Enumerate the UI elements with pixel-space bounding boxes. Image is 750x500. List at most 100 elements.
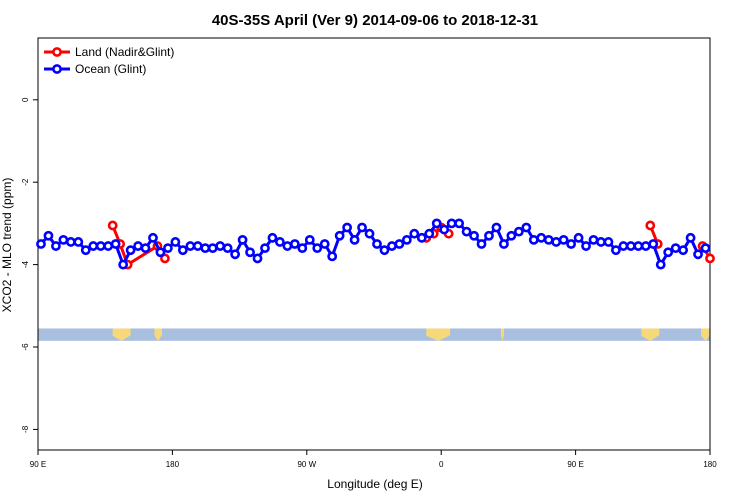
ocean-data-point [163,243,173,254]
ocean-data-point [51,241,61,251]
ocean-data-point [282,241,293,251]
ocean-data-point [222,243,233,254]
ocean-data-point [125,245,136,256]
ocean-data-point [513,226,524,237]
legend-marker-ocean [52,64,62,74]
land-patch [154,328,162,341]
x-tick-label: 180 [166,460,180,469]
ocean-data-point [207,243,218,254]
ocean-data-point [289,239,300,249]
ocean-data-point [655,259,666,270]
ocean-data-point [88,241,99,251]
ocean-data-point [215,241,226,251]
y-axis-label: XCO2 - MLO trend (ppm) [0,178,14,313]
ocean-data-point [648,239,659,249]
y-tick-label: 0 [21,97,30,102]
legend-label-land: Land (Nadir&Glint) [75,45,174,59]
y-tick-label: -2 [21,178,30,186]
legend: Land (Nadir&Glint) Ocean (Glint) [44,45,174,76]
ocean-data-point [245,247,255,258]
ocean-data-point [581,241,591,251]
ocean-data-point [394,239,405,249]
x-axis-label: Longitude (deg E) [327,477,422,491]
ocean-data-point [416,232,427,243]
ocean-data-point [625,241,636,251]
ocean-data-point [364,228,375,239]
chart-title: 40S-35S April (Ver 9) 2014-09-06 to 2018… [212,12,538,29]
ocean-data-point [588,234,599,245]
ocean-data-point [506,230,517,241]
ocean-data-point [237,234,248,245]
ocean-data-point [327,251,338,262]
x-tick-label: 90 E [567,460,583,469]
ocean-data-point [357,222,367,233]
ocean-data-point [685,232,696,243]
ocean-data-point [431,218,442,229]
land-data-point [645,220,656,231]
ocean-data-point [461,226,472,237]
ocean-data-point [700,243,711,254]
ocean-data-point [170,237,181,247]
ocean-data-point [43,230,54,241]
ocean-data-point [476,239,487,249]
ocean-data-point [401,234,412,245]
ocean-data-point [260,243,270,254]
ocean-data-point [349,234,360,245]
ocean-data-point [528,234,539,245]
land-data-point [107,220,118,231]
ocean-data-point [678,245,689,256]
ocean-data-point [148,232,158,243]
ocean-data-point [454,218,465,229]
ocean-data-point [372,239,382,249]
land-patch [112,328,131,341]
ocean-data-point [36,239,46,249]
ocean-data-point [200,243,211,254]
y-tick-label: -6 [21,343,30,351]
ocean-data-point [103,241,114,251]
ocean-data-point [484,230,494,241]
ocean-data-point [110,239,121,249]
ocean-data-point [536,232,547,243]
ocean-data-point [573,232,584,243]
ocean-data-point [73,237,84,247]
ocean-data-point [558,234,569,245]
ocean-data-point [543,234,554,245]
ocean-data-point [633,241,644,251]
ocean-data-point [663,247,674,258]
ocean-data-point [155,247,166,258]
ocean-data-point [611,245,621,256]
legend-marker-land [52,47,62,57]
ocean-data-point [409,228,420,239]
ocean-data-point [521,222,532,233]
ocean-data-point [499,239,509,249]
ocean-data-point [439,224,450,235]
ocean-data-point [596,237,606,247]
x-tick-label: 90 W [297,460,316,469]
ocean-data-point [424,228,435,239]
plot-area: 90 E 180 90 W 0 90 E 180 0 -2 -4 -6 -8 [21,37,717,469]
ocean-band [38,328,710,341]
x-tick-label: 0 [439,460,444,469]
ocean-data-point [342,222,353,233]
x-tick-label: 90 E [30,460,46,469]
y-tick-label: -8 [21,425,30,433]
ocean-data-point [65,237,76,247]
ocean-data-point [469,230,479,241]
ocean-data-point [140,243,151,254]
x-tick-label: 180 [703,460,717,469]
ocean-data-point [491,222,502,233]
ocean-data-point [252,253,263,264]
ocean-data-point [297,243,308,254]
ocean-data-point [312,243,323,254]
ocean-data-point [58,234,69,245]
ocean-data-point [230,249,241,260]
ocean-data-point [566,239,577,249]
land-patch [426,328,451,341]
legend-label-ocean: Ocean (Glint) [75,62,146,76]
ocean-data-point [95,241,106,251]
ocean-data-point [387,241,397,251]
land-patch [641,328,660,341]
ocean-data-point [446,218,457,229]
ocean-data-point [177,245,188,256]
